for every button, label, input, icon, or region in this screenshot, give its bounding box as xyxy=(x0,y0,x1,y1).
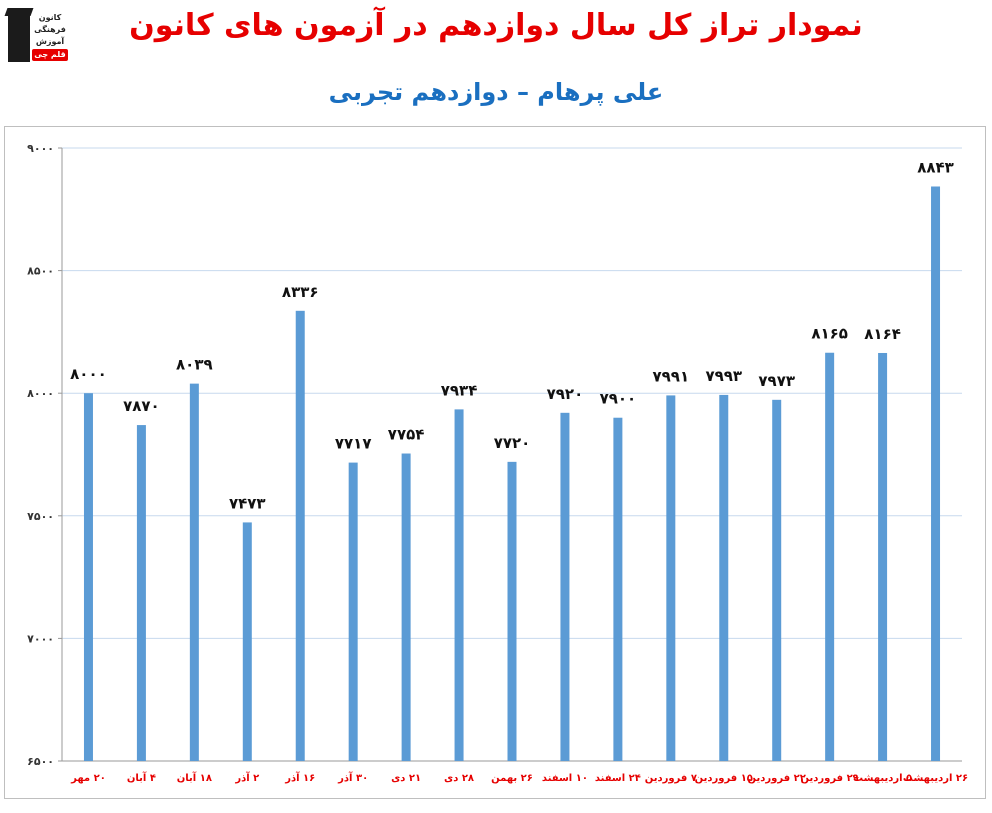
bar xyxy=(242,522,252,761)
x-tick-label: ۲۶ اردیبهشت xyxy=(903,773,968,784)
data-label: ۷۷۲۰ xyxy=(494,434,531,452)
data-label: ۷۸۷۰ xyxy=(123,397,160,415)
chart-frame xyxy=(4,126,986,799)
bar xyxy=(666,395,676,761)
logo-line-1: کانون xyxy=(38,13,62,22)
kanoon-logo: کانون فرهنگی آموزش قلم چی xyxy=(6,6,70,66)
bar xyxy=(825,352,835,761)
y-tick-label: ۹۰۰۰ xyxy=(27,142,54,155)
bar xyxy=(83,393,93,761)
bar xyxy=(454,409,464,761)
x-tick-label: ۷ فروردین xyxy=(645,773,697,784)
data-label: ۷۹۲۰ xyxy=(547,385,584,403)
data-label: ۸۱۶۴ xyxy=(864,325,901,343)
x-tick-label: ۲۱ دی xyxy=(391,773,421,784)
bar xyxy=(931,186,941,761)
bar xyxy=(295,310,305,761)
logo-text: کانون فرهنگی آموزش قلم چی xyxy=(32,12,68,61)
y-tick-label: ۸۵۰۰ xyxy=(27,265,54,278)
data-label: ۸۸۴۳ xyxy=(917,158,954,176)
data-label: ۷۴۷۳ xyxy=(229,494,266,512)
bar xyxy=(878,352,888,761)
data-label: ۸۱۶۵ xyxy=(811,325,848,343)
x-tick-label: ۱۸ آبان xyxy=(177,771,212,784)
y-tick-label: ۶۵۰۰ xyxy=(27,755,54,768)
x-tick-label: ۲۶ بهمن xyxy=(491,773,533,784)
bar xyxy=(189,383,199,761)
data-label: ۸۳۳۶ xyxy=(282,283,319,301)
x-tick-label: ۳۰ آذر xyxy=(337,771,368,784)
data-label: ۷۷۵۴ xyxy=(388,426,425,444)
bar xyxy=(719,394,729,761)
data-label: ۷۹۷۳ xyxy=(758,372,795,390)
bar xyxy=(348,462,358,761)
logo-tag: قلم چی xyxy=(32,49,68,61)
x-tick-label: ۱۰ اسفند xyxy=(542,773,588,784)
x-tick-label: ۵ اردیبهشت xyxy=(853,773,912,784)
data-label: ۸۰۰۰ xyxy=(70,365,107,383)
x-tick-label: ۲۹ فروردین xyxy=(800,773,858,784)
bar xyxy=(507,461,517,761)
data-label: ۷۹۳۴ xyxy=(441,381,478,399)
chart-title: نمودار تراز کل سال دوازدهم در آزمون های … xyxy=(129,8,863,43)
x-tick-label: ۲۲ فروردین xyxy=(748,773,806,784)
x-tick-label: ۲ آذر xyxy=(234,771,259,784)
bar xyxy=(613,417,623,761)
data-label: ۷۹۹۳ xyxy=(705,367,742,385)
x-tick-label: ۴ آبان xyxy=(127,771,156,784)
x-tick-label: ۲۸ دی xyxy=(444,773,474,784)
bar xyxy=(136,425,146,761)
logo-line-2: فرهنگی xyxy=(34,25,66,34)
data-label: ۸۰۳۹ xyxy=(176,356,213,374)
y-tick-label: ۸۰۰۰ xyxy=(27,387,54,400)
data-label: ۷۷۱۷ xyxy=(335,435,372,453)
y-tick-label: ۷۵۰۰ xyxy=(27,510,54,523)
y-tick-label: ۷۰۰۰ xyxy=(27,632,54,645)
bar xyxy=(560,412,570,761)
bar xyxy=(401,453,411,761)
data-label: ۷۹۰۰ xyxy=(600,390,637,408)
bar xyxy=(772,399,782,761)
graduate-icon xyxy=(8,12,30,62)
x-tick-label: ۱۶ آذر xyxy=(284,771,315,784)
data-label: ۷۹۹۱ xyxy=(653,367,690,385)
logo-line-3: آموزش xyxy=(35,37,65,46)
x-tick-label: ۱۵ فروردین xyxy=(695,773,753,784)
x-tick-label: ۲۴ اسفند xyxy=(595,773,641,784)
chart-subtitle: علی پرهام – دوازدهم تجربی xyxy=(328,78,664,106)
x-tick-label: ۲۰ مهر xyxy=(70,773,106,784)
